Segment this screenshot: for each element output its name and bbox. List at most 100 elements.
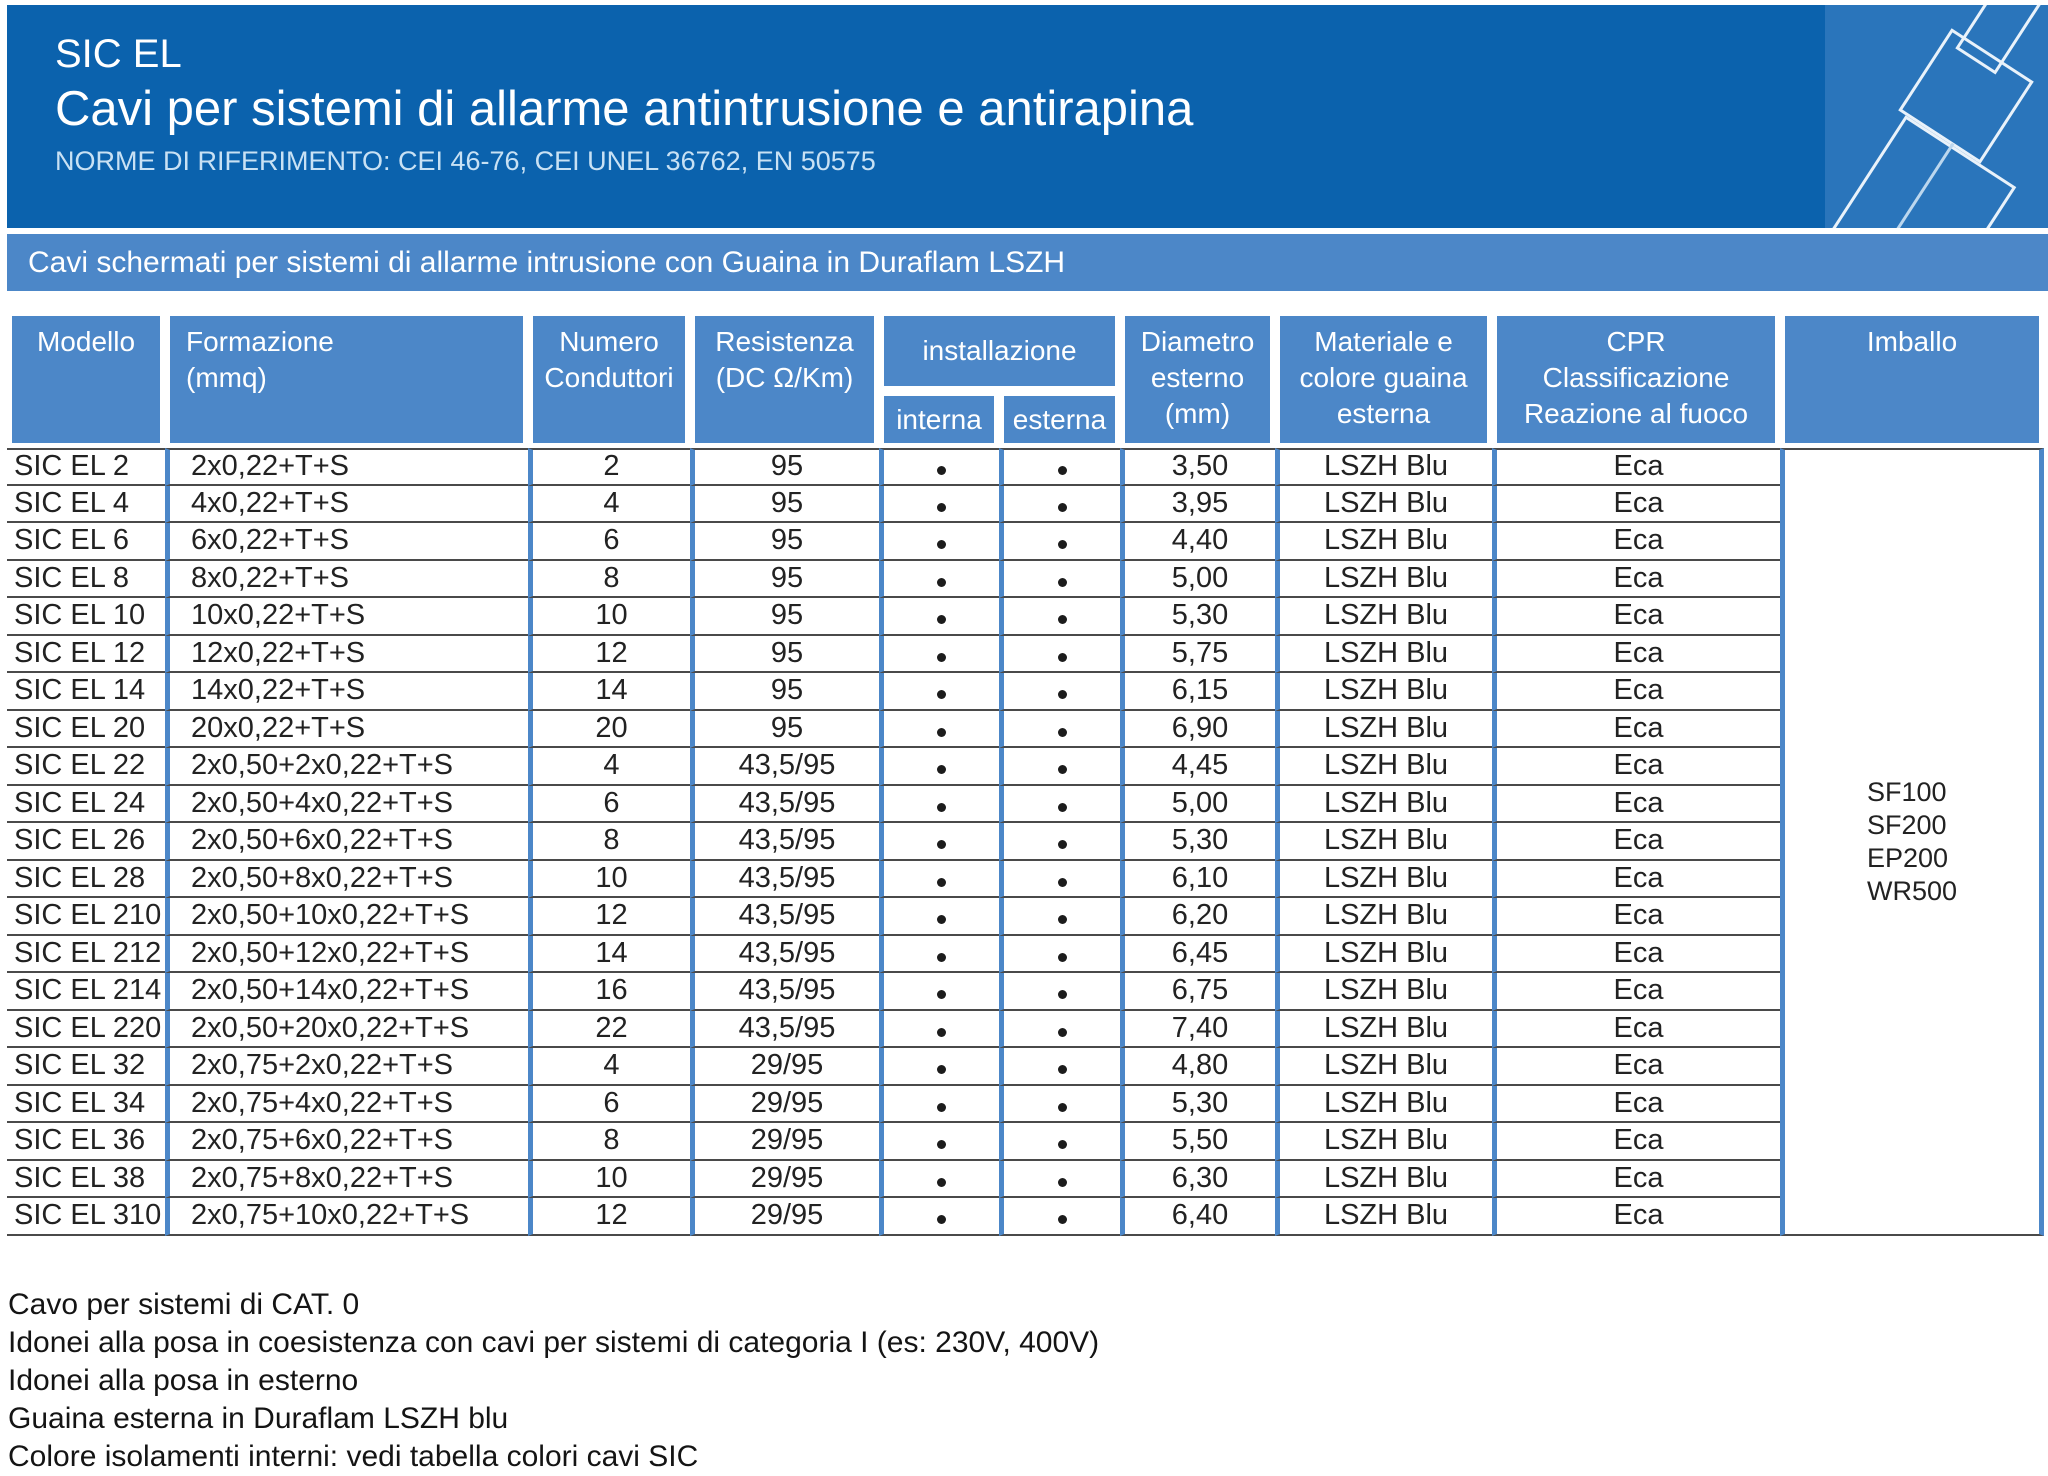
install-dot-icon	[1057, 690, 1067, 700]
conductors-cell: 6	[528, 1085, 690, 1123]
note-line: Colore isolamenti interni: vedi tabella …	[8, 1440, 699, 1473]
sheath-cell: LSZH Blu	[1275, 898, 1493, 936]
install-dot-icon	[937, 877, 946, 887]
formation-cell: 2x0,50+20x0,22+T+S	[165, 1010, 528, 1048]
footer-notes: Cavo per sistemi di CAT. 0 Idonei alla p…	[8, 1286, 1099, 1476]
table-row: SIC EL 310 2x0,75+10x0,22+T+S 12 29/95 6,40 L…	[7, 1198, 2044, 1236]
interna-cell	[879, 710, 999, 748]
esterna-cell	[999, 1198, 1121, 1236]
formation-cell: 2x0,50+12x0,22+T+S	[165, 935, 528, 973]
diameter-cell: 6,40	[1120, 1198, 1276, 1236]
cpr-cell: Eca	[1492, 448, 1781, 486]
install-dot-icon	[937, 765, 946, 775]
install-dot-icon	[1057, 990, 1067, 1000]
sheath-cell: LSZH Blu	[1275, 1160, 1493, 1198]
install-dot-icon	[937, 540, 946, 550]
sheath-cell: LSZH Blu	[1275, 1123, 1493, 1161]
product-code: SIC EL	[55, 32, 182, 76]
col-header-conduttori: Numero Conduttori	[528, 311, 690, 448]
resistance-cell: 43,5/95	[690, 935, 879, 973]
formation-cell: 2x0,75+8x0,22+T+S	[165, 1160, 528, 1198]
conductors-cell: 8	[528, 823, 690, 861]
interna-cell	[879, 935, 999, 973]
interna-cell	[879, 1010, 999, 1048]
esterna-cell	[999, 598, 1121, 636]
install-dot-icon	[1057, 577, 1067, 587]
sheath-cell: LSZH Blu	[1275, 748, 1493, 786]
install-dot-icon	[937, 990, 946, 1000]
diameter-cell: 6,90	[1120, 710, 1276, 748]
cpr-cell: Eca	[1492, 560, 1781, 598]
install-dot-icon	[1057, 466, 1067, 476]
formation-cell: 8x0,22+T+S	[165, 560, 528, 598]
resistance-cell: 29/95	[690, 1198, 879, 1236]
diameter-cell: 7,40	[1120, 1010, 1276, 1048]
diameter-cell: 5,30	[1120, 598, 1276, 636]
cpr-cell: Eca	[1492, 1085, 1781, 1123]
esterna-cell	[999, 523, 1121, 561]
cpr-cell: Eca	[1492, 1160, 1781, 1198]
model-cell: SIC EL 10	[7, 598, 165, 636]
cpr-cell: Eca	[1492, 1010, 1781, 1048]
cpr-cell: Eca	[1492, 748, 1781, 786]
esterna-cell	[999, 1048, 1121, 1086]
note-line: Guaina esterna in Duraflam LSZH blu	[8, 1402, 509, 1435]
conductors-cell: 14	[528, 673, 690, 711]
sheath-cell: LSZH Blu	[1275, 785, 1493, 823]
model-cell: SIC EL 22	[7, 748, 165, 786]
table-header: Modello Formazione (mmq) Numero Condutto…	[7, 311, 2045, 448]
diameter-cell: 6,15	[1120, 673, 1276, 711]
resistance-cell: 95	[690, 448, 879, 486]
resistance-cell: 95	[690, 598, 879, 636]
cpr-cell: Eca	[1492, 598, 1781, 636]
sheath-cell: LSZH Blu	[1275, 935, 1493, 973]
sheath-cell: LSZH Blu	[1275, 823, 1493, 861]
cpr-cell: Eca	[1492, 1048, 1781, 1086]
interna-cell	[879, 860, 999, 898]
col-header-installazione: installazione	[879, 311, 1121, 391]
cpr-cell: Eca	[1492, 673, 1781, 711]
install-dot-icon	[1057, 1027, 1067, 1037]
install-dot-icon	[1057, 952, 1067, 962]
esterna-cell	[999, 1160, 1121, 1198]
model-cell: SIC EL 8	[7, 560, 165, 598]
sheath-cell: LSZH Blu	[1275, 1198, 1493, 1236]
esterna-cell	[999, 560, 1121, 598]
interna-cell	[879, 523, 999, 561]
sheath-cell: LSZH Blu	[1275, 860, 1493, 898]
interna-cell	[879, 1048, 999, 1086]
model-cell: SIC EL 28	[7, 860, 165, 898]
col-header-interna: interna	[879, 391, 999, 448]
esterna-cell	[999, 1085, 1121, 1123]
conductors-cell: 16	[528, 973, 690, 1011]
resistance-cell: 95	[690, 560, 879, 598]
conductors-cell: 2	[528, 448, 690, 486]
model-cell: SIC EL 14	[7, 673, 165, 711]
interna-cell	[879, 785, 999, 823]
cable-table-body: SIC EL 2 2x0,22+T+S 2 95 3,50 LSZH Blu Eca SF10…	[7, 448, 2045, 1236]
cpr-cell: Eca	[1492, 935, 1781, 973]
conductors-cell: 10	[528, 860, 690, 898]
conductors-cell: 4	[528, 748, 690, 786]
diameter-cell: 6,30	[1120, 1160, 1276, 1198]
resistance-cell: 43,5/95	[690, 748, 879, 786]
install-dot-icon	[937, 1177, 946, 1187]
table-row: SIC EL 20 20x0,22+T+S 20 95 6,90 LSZH Blu Eca	[7, 710, 2044, 748]
diameter-cell: 5,00	[1120, 560, 1276, 598]
resistance-cell: 95	[690, 523, 879, 561]
install-dot-icon	[937, 690, 946, 700]
cpr-cell: Eca	[1492, 485, 1781, 523]
col-header-cpr: CPR Classificazione Reazione al fuoco	[1492, 311, 1781, 448]
install-dot-icon	[937, 652, 946, 662]
esterna-cell	[999, 935, 1121, 973]
col-header-imballo: Imballo	[1780, 311, 2045, 448]
table-row: SIC EL 26 2x0,50+6x0,22+T+S 8 43,5/95 5,30 LS…	[7, 823, 2044, 861]
section-banner: Cavi schermati per sistemi di allarme in…	[7, 234, 2048, 291]
sheath-cell: LSZH Blu	[1275, 635, 1493, 673]
conductors-cell: 4	[528, 485, 690, 523]
table-row: SIC EL 24 2x0,50+4x0,22+T+S 6 43,5/95 5,00 LS…	[7, 785, 2044, 823]
cpr-cell: Eca	[1492, 1123, 1781, 1161]
esterna-cell	[999, 673, 1121, 711]
install-dot-icon	[937, 466, 946, 476]
install-dot-icon	[1057, 502, 1067, 512]
